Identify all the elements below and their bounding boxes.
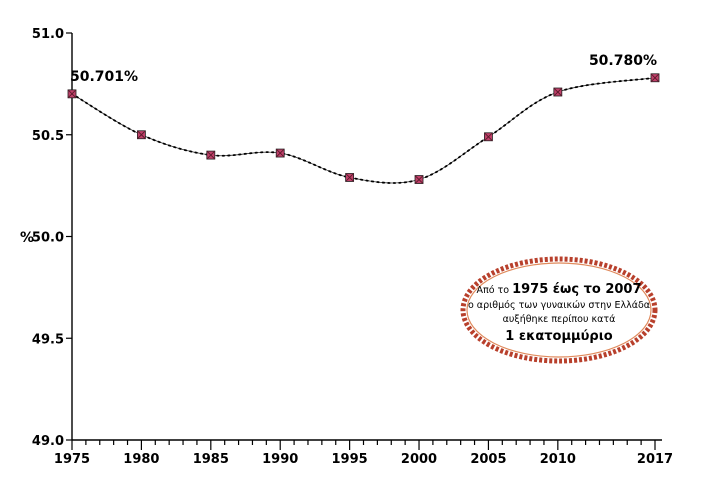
data-point-cross bbox=[137, 130, 146, 140]
annotation-ellipse bbox=[460, 256, 658, 364]
x-tick-label: 1995 bbox=[332, 452, 368, 467]
series-line bbox=[71, 76, 656, 184]
y-tick-label: 50.0 bbox=[32, 231, 64, 246]
x-tick-label: 1975 bbox=[54, 452, 90, 467]
x-tick-label: 2010 bbox=[540, 452, 576, 467]
series-line-thin bbox=[71, 77, 656, 184]
data-point-cross bbox=[275, 148, 285, 158]
data-point bbox=[137, 130, 146, 140]
annotation-ellipse-inner bbox=[466, 262, 652, 358]
y-tick-label: 49.0 bbox=[32, 434, 64, 449]
y-tick-label: 49.5 bbox=[32, 332, 64, 347]
y-tick-label: 50.5 bbox=[32, 129, 64, 144]
x-tick-label: 1980 bbox=[123, 452, 159, 467]
data-point bbox=[345, 173, 355, 182]
y-ticks: 51.0 50.5 50.0 49.5 49.0 bbox=[32, 27, 72, 449]
annotation-line-3: αυξήθηκε περίπου κατά bbox=[503, 314, 616, 325]
series-group bbox=[67, 73, 660, 184]
annotation-line-4: 1 εκατομμύριο bbox=[505, 329, 612, 344]
data-point bbox=[206, 150, 216, 160]
data-point-cross bbox=[553, 87, 563, 97]
data-point-cross bbox=[650, 73, 660, 83]
x-tick-label: 1985 bbox=[193, 452, 229, 467]
data-point bbox=[67, 89, 77, 99]
annotation-line-1-bold: 1975 έως το 2007 bbox=[512, 282, 641, 297]
data-label: 50.780% bbox=[589, 53, 657, 69]
data-point bbox=[275, 148, 285, 158]
y-axis-label: % bbox=[20, 230, 34, 246]
annotation-callout: Από το 1975 έως το 2007 ο αριθμός των γυ… bbox=[460, 256, 658, 364]
data-point bbox=[650, 73, 660, 83]
axes bbox=[71, 33, 662, 441]
data-point bbox=[484, 132, 493, 142]
data-point bbox=[414, 175, 424, 184]
data-point bbox=[553, 87, 563, 97]
x-ticks: 1975 1980 1985 1990 1995 2000 2005 2010 2017 bbox=[54, 440, 673, 467]
x-tick-label: 1990 bbox=[262, 452, 298, 467]
y-tick-label: 51.0 bbox=[32, 27, 64, 42]
annotation-line-2: ο αριθμός των γυναικών στην Ελλάδα bbox=[468, 300, 650, 311]
annotation-line-1: Από το 1975 έως το 2007 bbox=[476, 282, 641, 297]
x-tick-label: 2000 bbox=[401, 452, 437, 467]
x-tick-label: 2005 bbox=[470, 452, 506, 467]
data-label: 50.701% bbox=[70, 69, 138, 85]
data-point-cross bbox=[206, 150, 216, 160]
x-tick-label: 2017 bbox=[637, 452, 673, 467]
data-point-cross bbox=[414, 175, 424, 184]
data-labels: 50.701% 50.780% bbox=[70, 53, 657, 85]
data-point-cross bbox=[345, 173, 354, 182]
annotation-line-1-prefix: Από το bbox=[476, 285, 512, 296]
data-point-cross bbox=[484, 132, 493, 142]
data-point-cross bbox=[67, 89, 77, 99]
